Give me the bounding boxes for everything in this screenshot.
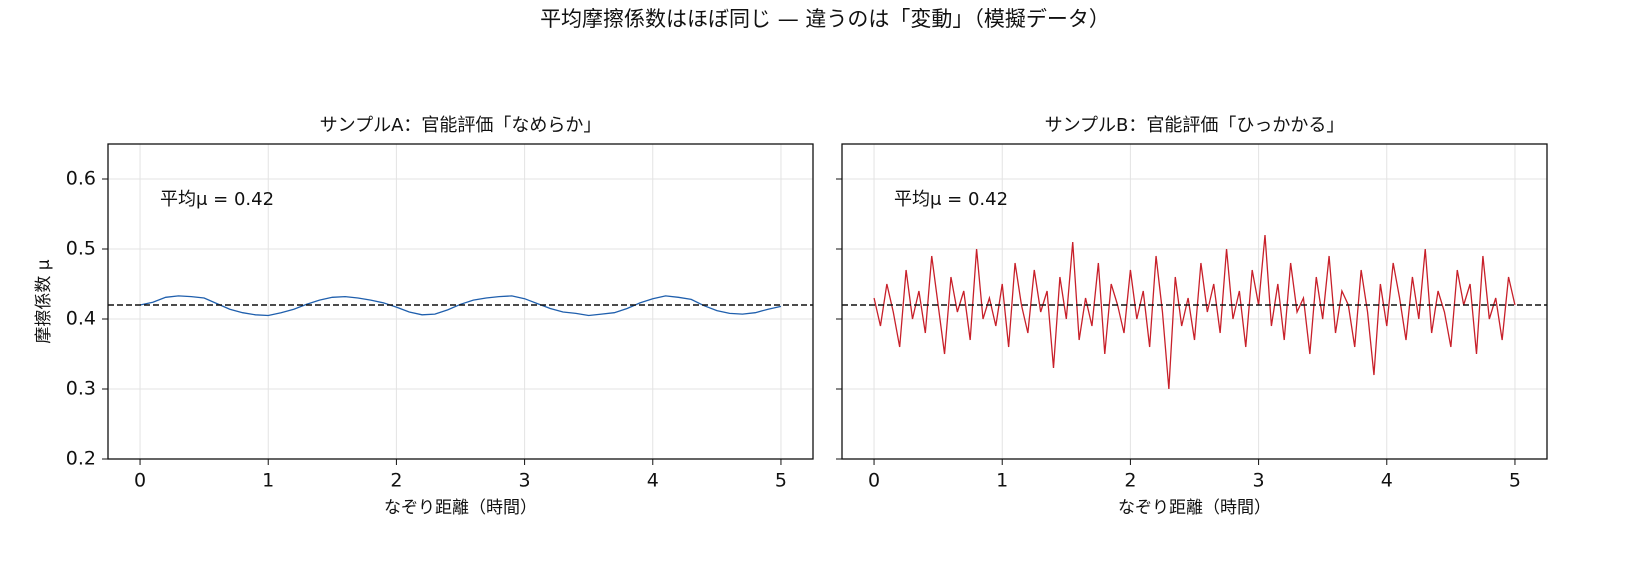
x-tick-label: 1 bbox=[262, 470, 274, 492]
x-tick-label: 3 bbox=[519, 470, 531, 492]
x-tick-label: 3 bbox=[1253, 470, 1265, 492]
plot-frame bbox=[107, 143, 814, 460]
y-tick-label: 0.4 bbox=[66, 308, 96, 330]
x-tick-label: 1 bbox=[996, 470, 1008, 492]
x-axis-label: なぞり距離（時間） bbox=[1118, 498, 1271, 518]
subplot-title: サンプルB：官能評価「ひっかかる」 bbox=[1045, 115, 1345, 136]
x-tick-label: 0 bbox=[868, 470, 880, 492]
y-tick-label: 0.3 bbox=[66, 378, 96, 400]
x-axis-label: なぞり距離（時間） bbox=[384, 498, 537, 518]
y-tick-label: 0.5 bbox=[66, 238, 96, 260]
annotation: 平均μ = 0.42 bbox=[894, 189, 1008, 210]
subplot-title: サンプルA：官能評価「なめらか」 bbox=[320, 115, 602, 136]
plot-frame bbox=[841, 143, 1548, 460]
figure-title: 平均摩擦係数はほぼ同じ — 違うのは「変動」（模擬データ） bbox=[540, 7, 1110, 31]
x-tick-label: 4 bbox=[1381, 470, 1393, 492]
x-tick-label: 4 bbox=[647, 470, 659, 492]
x-tick-label: 5 bbox=[1509, 470, 1521, 492]
x-tick-label: 0 bbox=[134, 470, 146, 492]
x-tick-label: 5 bbox=[775, 470, 787, 492]
y-tick-label: 0.2 bbox=[66, 448, 96, 470]
data-line bbox=[873, 234, 1516, 390]
y-axis-label: 摩擦係数 μ bbox=[34, 259, 54, 343]
y-tick-label: 0.6 bbox=[66, 168, 96, 190]
x-tick-label: 2 bbox=[390, 470, 402, 492]
x-tick-label: 2 bbox=[1124, 470, 1136, 492]
annotation: 平均μ = 0.42 bbox=[160, 189, 274, 210]
